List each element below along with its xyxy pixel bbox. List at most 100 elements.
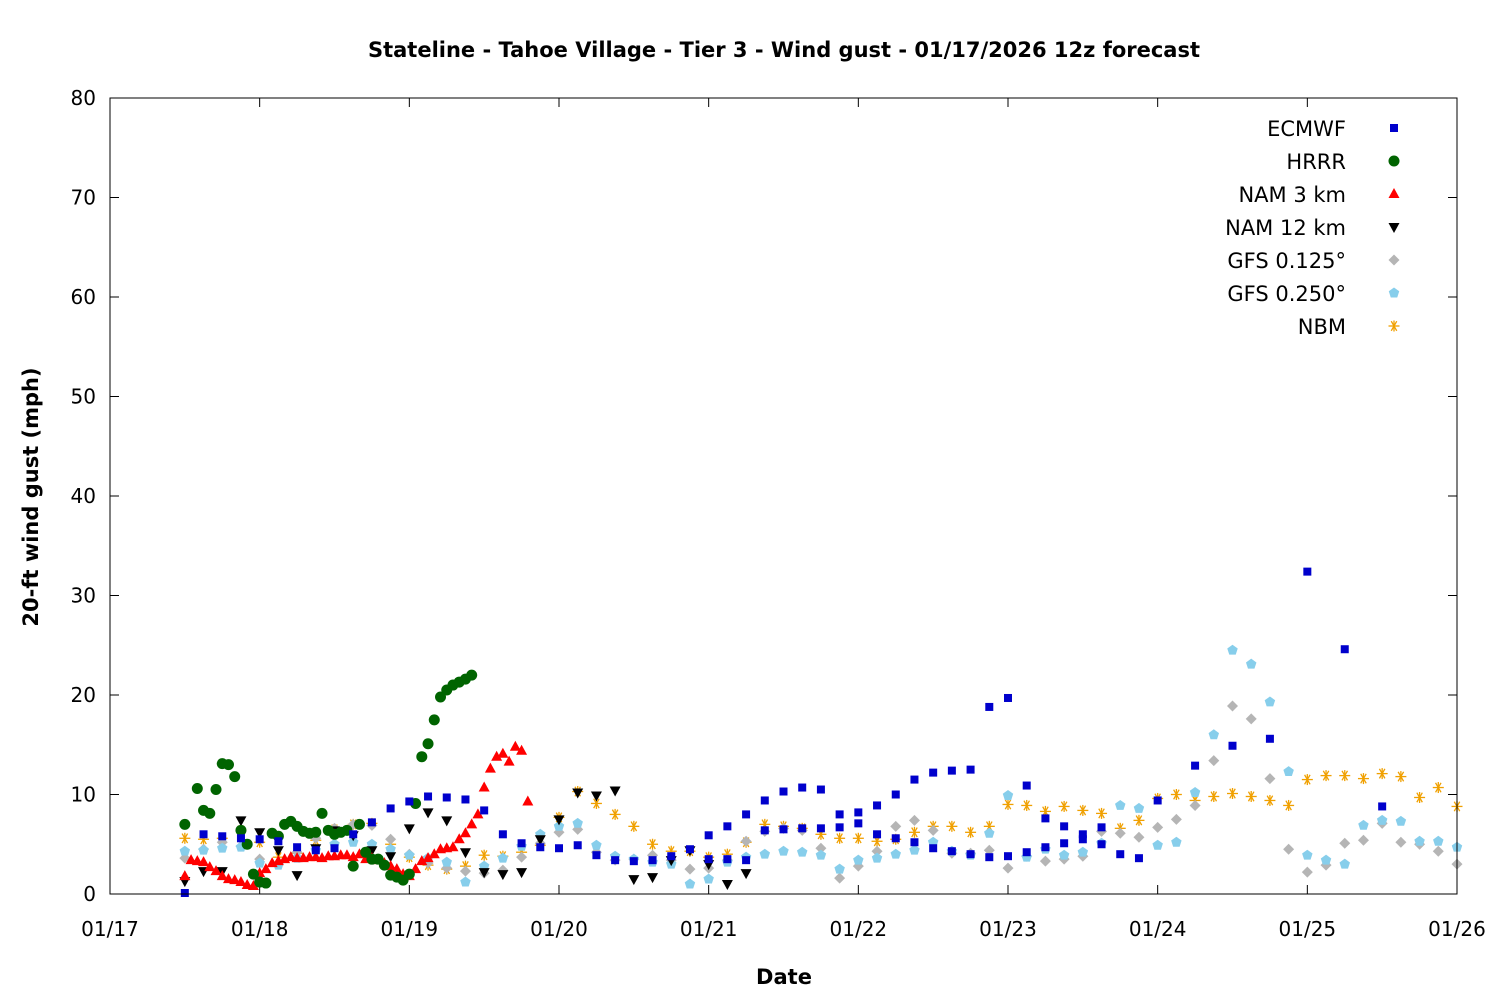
data-point	[403, 868, 415, 880]
data-point	[891, 790, 900, 799]
data-point	[367, 818, 376, 827]
data-point	[684, 878, 696, 889]
data-point	[1041, 814, 1050, 823]
data-point	[254, 828, 266, 839]
data-point	[572, 788, 584, 799]
data-point	[403, 824, 415, 835]
data-point	[378, 859, 390, 871]
data-point	[966, 765, 975, 774]
x-tick-label: 01/22	[830, 917, 888, 941]
data-point	[522, 795, 534, 806]
data-point	[816, 785, 825, 794]
data-point	[927, 824, 939, 836]
data-point	[628, 820, 640, 832]
data-point	[204, 807, 216, 819]
series-ecmwf	[180, 567, 1387, 898]
data-point	[1283, 843, 1295, 855]
legend-label: HRRR	[1286, 150, 1346, 174]
data-point	[704, 831, 713, 840]
data-point	[217, 842, 228, 853]
data-point	[416, 751, 428, 763]
data-point	[1114, 827, 1126, 839]
data-point	[965, 826, 977, 838]
data-point	[721, 880, 733, 891]
data-point	[1395, 836, 1407, 848]
legend-marker	[1388, 223, 1400, 233]
data-point	[1433, 835, 1444, 846]
data-point	[1115, 799, 1126, 810]
data-point	[947, 766, 956, 775]
data-point	[229, 771, 241, 783]
data-point	[890, 848, 901, 859]
data-point	[478, 860, 490, 871]
data-point	[291, 871, 303, 882]
data-point	[910, 775, 919, 784]
data-point	[929, 768, 938, 777]
data-point	[180, 889, 189, 898]
data-point	[255, 835, 264, 844]
data-point	[461, 795, 470, 804]
legend-marker	[1388, 155, 1400, 167]
data-point	[1208, 729, 1220, 740]
data-point	[347, 836, 359, 847]
data-point	[852, 832, 864, 844]
data-point	[1228, 741, 1237, 750]
legend: ECMWF HRRR NAM 3 km NAM 12 km GFS 0.125° GFS …	[1225, 117, 1400, 339]
data-point	[459, 827, 471, 838]
data-point	[742, 856, 751, 865]
data-point	[555, 844, 563, 853]
y-tick-label: 50	[71, 385, 96, 409]
data-point	[466, 818, 478, 829]
legend-label: GFS 0.250°	[1227, 282, 1346, 306]
data-point	[854, 819, 863, 828]
data-point	[254, 857, 265, 868]
x-tick-label: 01/23	[979, 917, 1037, 941]
data-point	[491, 750, 503, 761]
data-point	[385, 852, 397, 863]
data-point	[424, 792, 433, 801]
data-point	[871, 845, 883, 857]
data-point	[1320, 770, 1332, 782]
data-point	[946, 820, 958, 832]
data-point	[442, 793, 451, 802]
data-point	[891, 834, 900, 843]
data-point	[1170, 789, 1182, 800]
data-point	[385, 843, 396, 854]
data-point	[198, 844, 209, 855]
data-point	[1227, 788, 1238, 800]
data-point	[1414, 835, 1425, 846]
x-tick-label: 01/26	[1428, 917, 1486, 941]
data-point	[466, 669, 478, 681]
legend-marker	[1388, 320, 1400, 332]
data-point	[210, 865, 222, 876]
data-point	[428, 848, 440, 859]
data-point	[723, 822, 732, 831]
data-point	[1265, 734, 1274, 743]
data-point	[1060, 822, 1069, 831]
data-point	[890, 820, 902, 832]
data-point	[1002, 862, 1014, 874]
data-point	[1133, 814, 1145, 826]
data-point	[835, 823, 844, 832]
data-point	[796, 846, 808, 857]
data-point	[316, 807, 328, 819]
data-point	[1301, 866, 1313, 878]
data-point	[484, 762, 496, 773]
data-point	[353, 818, 365, 830]
data-point	[310, 826, 322, 838]
data-point	[478, 781, 490, 792]
data-point	[966, 850, 975, 859]
data-point	[853, 854, 864, 865]
data-point	[760, 796, 769, 805]
data-point	[247, 880, 259, 891]
data-point	[1339, 770, 1351, 782]
data-point	[798, 783, 807, 792]
data-point	[517, 839, 526, 848]
data-point	[1058, 849, 1070, 860]
data-point	[873, 830, 882, 839]
data-point	[1301, 774, 1313, 786]
data-point	[516, 868, 528, 879]
data-points	[179, 567, 1463, 898]
data-point	[472, 808, 484, 819]
